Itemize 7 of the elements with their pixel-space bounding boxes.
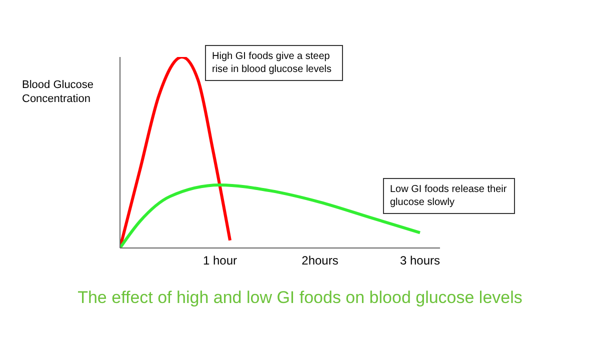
x-tick-label: 3 hours [400,254,440,268]
annotation: High GI foods give a steep rise in blood glucose levels [205,45,343,81]
text: The effect of high and low GI foods on blood glucose levels [76,288,524,308]
x-tick-label: 1 hour [202,254,238,268]
y-axis-title: Blood Glucose Concentration [22,78,95,106]
x-tick-label: 2hours [302,254,338,268]
annotation: Low GI foods release their glucose slowly [383,178,515,214]
